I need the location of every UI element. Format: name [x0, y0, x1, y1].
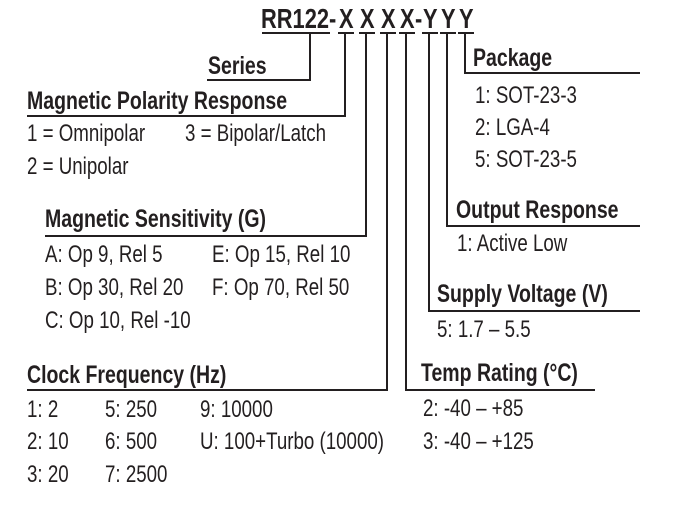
package-item: 1: SOT-23-3	[475, 82, 577, 109]
package-item: 2: LGA-4	[475, 114, 550, 141]
part-char: Y	[423, 3, 438, 34]
package-line	[464, 33, 640, 74]
supply-item: 5: 1.7 – 5.5	[437, 316, 531, 343]
clock-item: U: 100+Turbo (10000)	[200, 428, 385, 455]
polarity-item: 2 = Unipolar	[27, 153, 129, 180]
sensitivity-item: F: Op 70, Rel 50	[212, 274, 350, 301]
temp-line	[405, 33, 595, 391]
clock-title: Clock Frequency (Hz)	[27, 361, 227, 389]
package-item: 5: SOT-23-5	[475, 146, 577, 173]
clock-item: 5: 250	[105, 396, 158, 423]
output-title: Output Response	[456, 196, 619, 224]
part-char: Y	[441, 3, 456, 34]
part-char: X	[360, 3, 375, 34]
clock-item: 7: 2500	[105, 461, 168, 488]
part-char: Y	[459, 3, 474, 34]
polarity-line	[27, 33, 346, 117]
polarity-title: Magnetic Polarity Response	[27, 87, 288, 115]
clock-item: 6: 500	[105, 428, 158, 455]
series-line	[207, 33, 311, 81]
part-prefix: RR122-	[261, 3, 337, 34]
clock-item: 1: 2	[27, 396, 59, 423]
supply-title: Supply Voltage (V)	[437, 280, 608, 308]
sensitivity-item: B: Op 30, Rel 20	[45, 274, 184, 301]
supply-line	[428, 33, 640, 312]
part-char: X	[400, 3, 415, 34]
series-title: Series	[208, 52, 267, 80]
clock-item: 9: 10000	[200, 396, 273, 423]
package-title: Package	[473, 44, 553, 72]
temp-title: Temp Rating (°C)	[421, 359, 578, 387]
output-item: 1: Active Low	[457, 230, 568, 257]
part-char: X	[339, 3, 354, 34]
sensitivity-item: E: Op 15, Rel 10	[212, 241, 351, 268]
output-line	[446, 33, 640, 227]
clock-line	[27, 33, 388, 391]
part-char: X	[381, 3, 396, 34]
sensitivity-title: Magnetic Sensitivity (G)	[45, 205, 267, 233]
polarity-item: 1 = Omnipolar	[27, 120, 146, 147]
temp-item: 3: -40 – +125	[423, 428, 534, 455]
part-dash: -	[415, 3, 423, 34]
sensitivity-line	[45, 33, 367, 237]
polarity-item: 3 = Bipolar/Latch	[185, 120, 327, 147]
temp-item: 2: -40 – +85	[423, 395, 524, 422]
sensitivity-item: C: Op 10, Rel -10	[45, 307, 191, 334]
clock-item: 2: 10	[27, 428, 69, 455]
clock-item: 3: 20	[27, 461, 69, 488]
sensitivity-item: A: Op 9, Rel 5	[45, 241, 163, 268]
